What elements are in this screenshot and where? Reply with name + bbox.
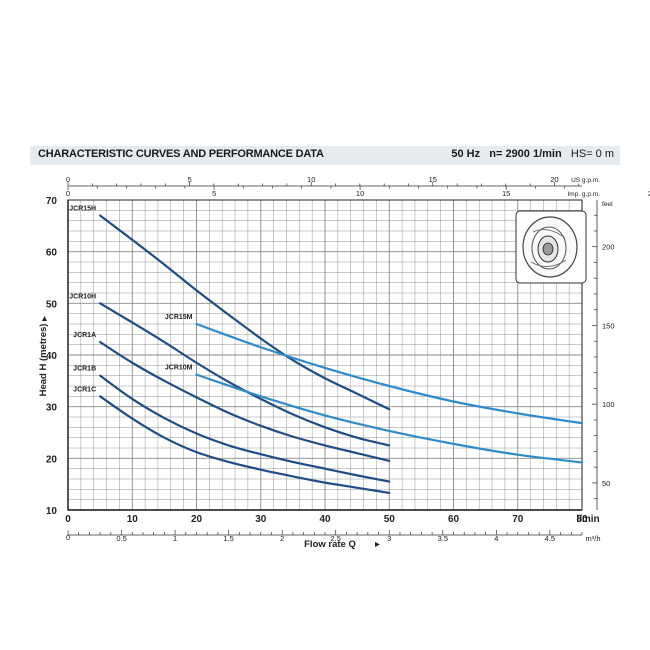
- x-tick-label: 60: [448, 514, 460, 525]
- y-tick-label: 50: [46, 299, 58, 310]
- us-gpm-tick-label: 20: [550, 175, 558, 184]
- us-gpm-unit-label: US g.p.m.: [571, 177, 600, 184]
- m3h-tick-label: 3.5: [438, 534, 448, 543]
- imp-gpm-tick-label: 5: [212, 189, 216, 198]
- curve-label-jcr1a: JCR1A: [73, 332, 96, 339]
- imp-gpm-unit-label: Imp. g.p.m.: [567, 191, 600, 198]
- curve-label-jcr15m: JCR15M: [165, 314, 193, 321]
- imp-gpm-tick-label: 0: [66, 189, 70, 198]
- series-curves: [99, 214, 584, 495]
- x-tick-label: 50: [384, 514, 396, 525]
- imp-gpm-tick-label: 20: [648, 189, 650, 198]
- m3h-tick-label: 1.5: [223, 534, 233, 543]
- feet-tick-label: 150: [602, 321, 615, 330]
- us-gpm-tick-label: 15: [429, 175, 437, 184]
- x-axis-title: Flow rate Q: [304, 539, 356, 550]
- curve-jcr10m: [195, 373, 584, 464]
- m3h-tick-label: 0.5: [116, 534, 126, 543]
- m3h-tick-label: 3: [387, 534, 391, 543]
- curve-label-jcr10h: JCR10H: [69, 293, 96, 300]
- curve-jcr15h: [99, 214, 391, 411]
- y-tick-label: 10: [46, 506, 58, 517]
- y-axis-title: Head H (metres): [38, 324, 49, 397]
- us-gpm-tick-label: 5: [188, 175, 192, 184]
- m3h-tick-label: 4.5: [545, 534, 555, 543]
- x-tick-label: 70: [512, 514, 524, 525]
- y-tick-label: 20: [46, 454, 58, 465]
- x-tick-label: 30: [255, 514, 267, 525]
- header-bar: CHARACTERISTIC CURVES AND PERFORMANCE DA…: [30, 146, 620, 165]
- m3h-tick-label: 2.5: [330, 534, 340, 543]
- imp-gpm-tick-label: 10: [356, 189, 364, 198]
- chart-header-title: CHARACTERISTIC CURVES AND PERFORMANCE DA…: [38, 148, 324, 160]
- feet-tick-label: 100: [602, 400, 615, 409]
- y-tick-label: 70: [46, 196, 58, 207]
- speed-label: n= 2900 1/min: [489, 148, 562, 160]
- impeller-image: [515, 210, 587, 284]
- curve-label-jcr1c: JCR1C: [73, 386, 96, 393]
- m3h-tick-label: 2: [280, 534, 284, 543]
- feet-tick-label: 200: [602, 243, 615, 252]
- feet-unit-label: feet: [602, 201, 613, 208]
- y-tick-label: 60: [46, 248, 58, 259]
- y-tick-label: 40: [46, 351, 58, 362]
- us-gpm-tick-label: 0: [66, 175, 70, 184]
- y-axis-arrow-icon: [42, 316, 47, 321]
- imp-gpm-tick-label: 15: [502, 189, 510, 198]
- curve-jcr1a: [99, 340, 391, 463]
- x-tick-label: 40: [319, 514, 331, 525]
- us-gpm-tick-label: 10: [307, 175, 315, 184]
- x-tick-label: 10: [127, 514, 139, 525]
- curve-jcr15m: [195, 322, 584, 425]
- hs-label: HS= 0 m: [570, 148, 614, 160]
- x-tick-label: 80: [576, 514, 588, 525]
- x-unit-label: l/min: [576, 514, 599, 525]
- x-axis-arrow-icon: [375, 542, 380, 547]
- chart-header-specs: 50 Hz n= 2900 1/min HS= 0 m: [451, 148, 614, 160]
- y-tick-label: 30: [46, 403, 58, 414]
- x-tick-label: 0: [65, 514, 71, 525]
- x-tick-label: 20: [191, 514, 203, 525]
- frequency-label: 50 Hz: [451, 148, 481, 160]
- curve-label-jcr10m: JCR10M: [165, 365, 193, 372]
- feet-tick-label: 50: [602, 479, 610, 488]
- grid: [67, 199, 583, 511]
- curve-jcr1b: [99, 374, 391, 483]
- m3h-unit-label: m³/h: [586, 534, 601, 543]
- m3h-tick-label: 1: [173, 534, 177, 543]
- m3h-tick-label: 0: [66, 533, 70, 542]
- curve-label-jcr15h: JCR15H: [69, 206, 96, 213]
- curve-jcr1c: [99, 395, 391, 495]
- curve-label-jcr1b: JCR1B: [73, 366, 96, 373]
- m3h-tick-label: 4: [494, 534, 498, 543]
- axis-labels: JCR15H JCR10H JCR1A JCR1B JCR1C JCR15M JCR10M: [69, 206, 192, 394]
